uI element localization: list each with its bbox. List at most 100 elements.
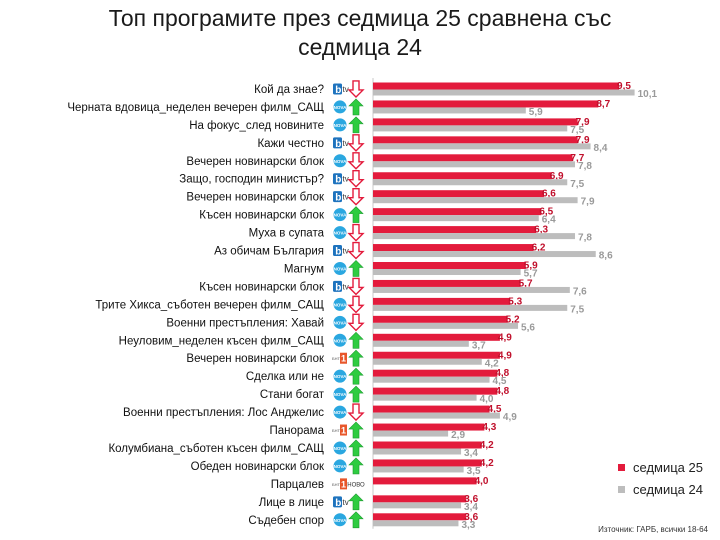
data-label-week24: 10,1 [638, 89, 658, 100]
data-label-week24: 3,4 [464, 502, 478, 513]
category-label: Сделка или не [246, 371, 324, 383]
nova-logo-text: NOVA [334, 518, 347, 523]
bar-week24 [373, 502, 462, 509]
category-label: Кажи честно [257, 138, 324, 150]
bnt-logo-text: БНТ [332, 356, 341, 361]
btv-logo-letter: b [335, 85, 341, 96]
btv-logo-letter: b [335, 498, 341, 509]
down-arrow-icon [347, 403, 365, 422]
bar-week25 [373, 244, 534, 252]
bar-week25 [373, 297, 511, 305]
category-label: Черната вдовица_неделен вечерен филм_САЩ [67, 102, 324, 114]
bar-week24 [373, 466, 464, 473]
data-label-week24: 5,9 [529, 107, 543, 118]
data-label-week25: 5,9 [524, 261, 538, 272]
nova-logo-text: NOVA [334, 374, 347, 379]
data-label-week25: 8,7 [596, 99, 610, 110]
down-arrow-icon [347, 152, 365, 170]
bar-week25 [373, 226, 537, 234]
up-arrow-icon [348, 206, 364, 223]
up-arrow-icon [348, 260, 364, 277]
category-label: Муха в супата [249, 228, 325, 240]
down-arrow-icon [347, 295, 365, 314]
btv-logo-mark [333, 83, 342, 95]
bar-week24 [373, 125, 568, 132]
data-label-week25: 5,3 [508, 296, 522, 307]
data-label-week24: 5,7 [524, 269, 538, 280]
category-label: На фокус_след новините [189, 120, 324, 132]
data-label-week25: 6,2 [532, 243, 546, 254]
bar-week25 [373, 423, 485, 431]
nova-logo-mark [333, 459, 347, 473]
data-label-week24: 3,3 [461, 520, 475, 531]
bar-week24 [373, 179, 568, 186]
nova-logo-mark [333, 333, 347, 347]
bar-week24 [373, 251, 596, 258]
nova-logo-text: NOVA [334, 338, 347, 343]
category-label: Военни престъпления: Лос Анджелис [123, 407, 324, 419]
data-label-week24: 4,2 [485, 358, 499, 369]
nova-logo-mark [333, 208, 347, 222]
btv-logo-mark [333, 245, 342, 257]
bnt1-logo-digit: 1 [341, 426, 346, 436]
bar-week25 [373, 477, 477, 485]
bar-week25 [373, 118, 578, 126]
data-label-week24: 8,4 [594, 143, 608, 154]
bnt1-logo-mark [340, 352, 347, 364]
nova-logo-mark [333, 297, 347, 311]
bar-week25 [373, 136, 578, 144]
up-arrow-icon [348, 367, 364, 385]
btv-logo-text: tv [343, 247, 349, 256]
data-label-week25: 4,8 [495, 386, 509, 397]
bar-week24 [373, 269, 521, 275]
bar-week24 [373, 358, 482, 365]
bnt-logo-text: БНТ [332, 482, 341, 487]
down-arrow-icon [347, 223, 365, 242]
up-arrow-icon [348, 457, 364, 475]
data-label-week25: 4,2 [480, 458, 494, 469]
legend-swatch-week24 [618, 486, 625, 493]
up-arrow-icon [348, 385, 364, 403]
data-label-week24: 3,5 [467, 466, 481, 477]
bnt1-logo-mark [340, 478, 347, 490]
legend-item-week25: седмица 25 [618, 460, 703, 475]
bar-week25 [373, 100, 599, 108]
data-label-week25: 7,9 [576, 117, 590, 128]
category-label: Военни престъпления: Хавай [166, 317, 324, 329]
bar-week25 [373, 172, 552, 180]
nova-logo-mark [333, 315, 347, 329]
data-label-week24: 7,8 [578, 233, 592, 244]
data-label-week24: 3,7 [472, 340, 486, 351]
nova-logo-mark [333, 513, 347, 527]
bar-week24 [373, 340, 469, 347]
bar-week25 [373, 154, 573, 162]
bar-week24 [373, 107, 526, 114]
nova-logo-mark [333, 226, 347, 240]
chart-title: Топ програмите през седмица 25 сравнена … [108, 5, 612, 60]
category-label: Късен новинарски блок [199, 281, 325, 293]
data-label-week25: 5,2 [506, 314, 520, 325]
bnt-logo-text: БНТ [332, 428, 341, 433]
btv-logo-mark [333, 137, 342, 149]
nova-logo-mark [333, 118, 347, 132]
nova-logo-text: NOVA [334, 105, 347, 110]
category-label: Кой да знае? [254, 84, 324, 96]
data-label-week25: 4,9 [498, 350, 512, 361]
nova-logo-mark [333, 100, 347, 114]
data-label-week25: 4,3 [482, 422, 496, 433]
btv-logo-text: tv [343, 498, 349, 507]
btv-logo-letter: b [335, 193, 341, 204]
data-label-week24: 7,5 [570, 125, 584, 136]
bar-week25 [373, 333, 500, 341]
bnt1-logo-digit: 1 [341, 479, 346, 489]
nova-logo-mark [333, 154, 347, 168]
category-label: Съдебен спор [248, 515, 324, 527]
btv-logo-letter: b [335, 139, 341, 150]
down-arrow-icon [347, 187, 365, 206]
data-label-week24: 8,6 [599, 251, 613, 262]
up-arrow-icon [348, 439, 364, 457]
btv-logo-letter: b [335, 247, 341, 258]
bnt1-logo-digit: 1 [341, 354, 346, 364]
data-label-week25: 6,9 [550, 171, 564, 182]
